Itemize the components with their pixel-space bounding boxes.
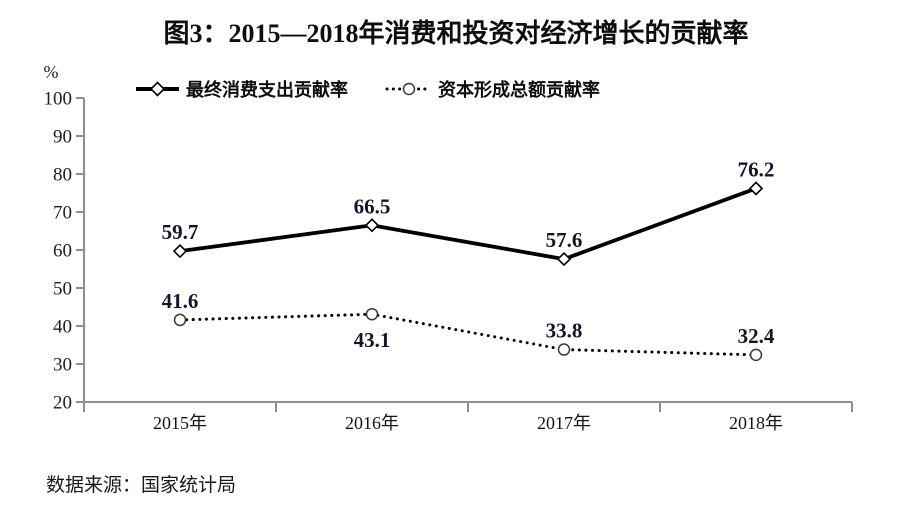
y-axis-tick-label: 70 [53, 203, 72, 224]
y-axis-tick-label: 50 [53, 279, 72, 300]
data-point-label: 76.2 [738, 157, 775, 181]
data-point-label: 59.7 [162, 220, 199, 244]
y-axis-tick-label: 30 [53, 355, 72, 376]
x-axis-category-label: 2018年 [729, 413, 783, 433]
y-axis-tick-label: 80 [53, 165, 72, 186]
legend-item-capital-formation: 资本形成总额贡献率 [385, 79, 600, 100]
chart-legend: 最终消费支出贡献率 资本形成总额贡献率 [136, 79, 600, 100]
data-point-label: 33.8 [546, 319, 583, 343]
data-point-label: 32.4 [738, 324, 775, 348]
chart-title: 图3：2015—2018年消费和投资对经济增长的贡献率 [163, 18, 748, 48]
data-point-label: 66.5 [354, 194, 391, 218]
y-axis-tick-label: 20 [53, 393, 72, 414]
axes: 20 30 40 50 60 70 80 90 100 2015年 2016年 2017年 2018年 [44, 89, 853, 433]
legend-diamond-marker-icon [149, 81, 166, 97]
series-line-0 [179, 186, 757, 262]
legend-circle-marker-icon [402, 82, 416, 96]
y-axis-tick-label: 100 [44, 89, 73, 110]
x-axis-category-label: 2015年 [153, 413, 207, 433]
legend-label-capital-formation: 资本形成总额贡献率 [438, 79, 600, 100]
diamond-marker-icon [748, 181, 764, 196]
circle-marker-icon [557, 343, 571, 356]
y-axis-tick-label: 40 [53, 317, 72, 338]
diamond-marker-icon [364, 218, 380, 233]
data-point-labels: 59.7 66.5 57.6 76.2 41.6 43.1 33.8 32.4 [162, 157, 775, 352]
y-axis-tick-label: 90 [53, 127, 72, 148]
data-point-label: 57.6 [546, 228, 583, 252]
series-line-1 [178, 312, 758, 357]
data-point-label: 43.1 [354, 328, 391, 352]
data-series [172, 181, 764, 362]
circle-marker-icon [365, 307, 379, 321]
legend-label-consumption: 最终消费支出贡献率 [186, 79, 348, 100]
x-axis-category-label: 2016年 [345, 413, 399, 433]
diamond-marker-icon [556, 251, 572, 267]
data-source-note: 数据来源：国家统计局 [46, 474, 236, 496]
data-point-label: 41.6 [162, 289, 199, 313]
circle-marker-icon [173, 313, 187, 327]
y-axis-unit-label: % [44, 62, 59, 82]
legend-item-consumption: 最终消费支出贡献率 [136, 79, 348, 100]
y-axis-tick-label: 60 [53, 241, 72, 262]
x-axis-category-label: 2017年 [537, 413, 591, 433]
diamond-marker-icon [172, 244, 188, 259]
circle-marker-icon [749, 348, 763, 362]
